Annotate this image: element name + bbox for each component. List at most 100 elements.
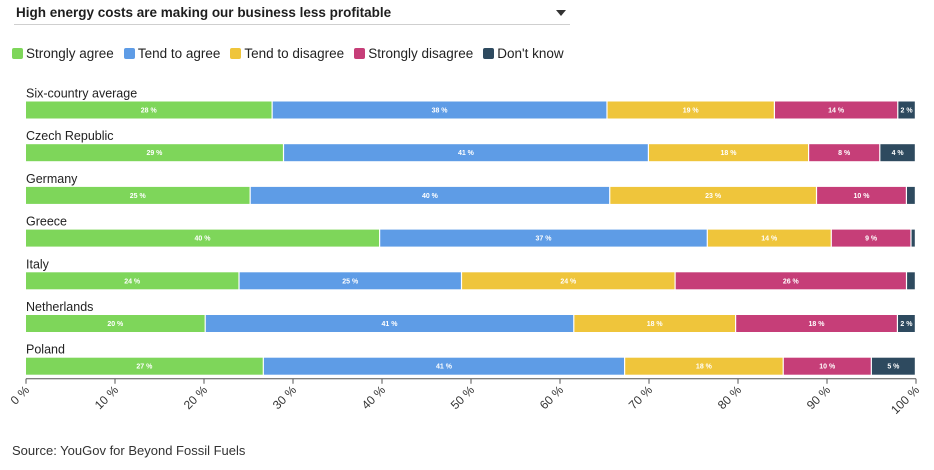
category-label: Greece [26, 215, 67, 229]
x-tick-label: 20 % [181, 383, 210, 412]
category-label: Poland [26, 343, 65, 357]
bar-segment [284, 144, 648, 162]
source-note: Source: YouGov for Beyond Fossil Fuels [12, 443, 246, 458]
bar-segment [26, 272, 239, 290]
bar-data-label: 38 % [432, 108, 449, 115]
legend-swatch [123, 48, 135, 59]
bar-data-label: 25 % [342, 278, 359, 285]
chevron-down-icon[interactable] [556, 10, 566, 16]
bar-segment [880, 144, 915, 162]
bar-data-label: 20 % [107, 321, 124, 328]
bar-segment [205, 315, 574, 332]
x-tick-label: 0 % [8, 383, 33, 408]
bar-data-label: 28 % [141, 108, 158, 115]
legend-swatch [354, 48, 366, 59]
bar-segment [911, 229, 915, 247]
x-tick-label: 10 % [92, 383, 121, 412]
bar-segment [625, 357, 783, 375]
bar-data-label: 14 % [828, 108, 845, 115]
bar-data-label: 14 % [761, 236, 778, 243]
x-tick-label: 40 % [359, 383, 388, 412]
bar-data-label: 19 % [683, 108, 700, 115]
bar-data-label: 41 % [382, 321, 399, 328]
category-label: Germany [26, 172, 78, 186]
bar-data-label: 26 % [783, 278, 800, 285]
bar-segment [250, 186, 610, 204]
bar-segment [736, 315, 897, 332]
bar-data-label: 40 % [422, 193, 439, 200]
legend-swatch [230, 48, 242, 59]
bar-segment [263, 357, 625, 375]
category-label: Netherlands [26, 300, 93, 314]
bar-data-label: 25 % [130, 193, 147, 200]
bar-segment [462, 272, 675, 290]
bar-data-label: 8 % [838, 150, 851, 157]
bar-data-label: 2 % [900, 321, 913, 328]
bar-data-label: 24 % [124, 278, 141, 285]
legend-label: Strongly agree [26, 46, 114, 61]
bar-data-label: 9 % [865, 236, 878, 243]
category-label: Six-country average [26, 87, 137, 101]
x-tick-label: 90 % [804, 383, 833, 412]
bar-data-label: 18 % [647, 321, 664, 328]
legend-item[interactable]: Tend to disagree [230, 46, 344, 61]
legend-label: Don't know [497, 46, 564, 61]
bar-segment [26, 357, 263, 375]
bar-segment [809, 144, 880, 162]
bar-segment [817, 186, 906, 204]
bar-segment [775, 101, 898, 119]
bar-data-label: 18 % [721, 150, 738, 157]
bar-segment [26, 229, 380, 247]
bar-segment [239, 272, 461, 290]
bar-data-label: 10 % [853, 193, 870, 200]
bar-segment [610, 186, 816, 204]
bar-segment [272, 101, 607, 119]
x-tick-label: 60 % [537, 383, 566, 412]
x-tick-label: 100 % [888, 383, 922, 417]
bar-data-label: 41 % [436, 364, 453, 371]
bar-segment [707, 229, 831, 247]
bar-segment [907, 272, 915, 290]
x-tick-label: 70 % [626, 383, 655, 412]
bar-segment [26, 144, 283, 162]
legend-swatch [483, 48, 495, 59]
bar-segment [871, 357, 915, 375]
bar-data-label: 18 % [696, 364, 713, 371]
legend-label: Strongly disagree [368, 46, 474, 61]
bar-segment [898, 315, 915, 332]
x-tick-label: 80 % [715, 383, 744, 412]
dropdown-title: High energy costs are making our busines… [16, 5, 392, 20]
bar-data-label: 5 % [887, 364, 900, 371]
bar-segment [26, 186, 250, 204]
category-label: Italy [26, 257, 50, 271]
bar-data-label: 41 % [458, 150, 475, 157]
bar-data-label: 24 % [560, 278, 577, 285]
bar-segment [26, 315, 205, 332]
bar-segment [607, 101, 774, 119]
bar-segment [649, 144, 808, 162]
bar-segment [907, 186, 915, 204]
chart-legend: Strongly agree Tend to agree Tend to disag… [12, 46, 564, 61]
bar-data-label: 27 % [136, 364, 153, 371]
legend-swatch [12, 48, 23, 59]
bar-data-label: 40 % [195, 236, 212, 243]
legend-item[interactable]: Strongly disagree [354, 46, 473, 61]
legend-item[interactable]: Strongly agree [12, 46, 114, 61]
bar-segment [783, 357, 871, 375]
bar-segment [675, 272, 906, 290]
legend-item[interactable]: Don't know [483, 46, 564, 61]
legend-item[interactable]: Tend to agree [123, 46, 221, 61]
bar-segment [898, 101, 915, 119]
stacked-bar-chart: Six-country average 28 % 38 % 19 % 14 % 2 % Cz… [8, 87, 923, 417]
bar-segment [26, 101, 272, 119]
bar-segment [831, 229, 911, 247]
x-tick-label: 50 % [448, 383, 477, 412]
bar-data-label: 4 % [892, 150, 905, 157]
x-tick-label: 30 % [270, 383, 299, 412]
legend-label: Tend to disagree [244, 46, 345, 61]
question-dropdown[interactable]: High energy costs are making our busines… [14, 2, 570, 25]
bar-data-label: 23 % [705, 193, 722, 200]
bar-data-label: 18 % [809, 321, 826, 328]
bar-segment [574, 315, 736, 332]
legend-label: Tend to agree [137, 46, 221, 61]
